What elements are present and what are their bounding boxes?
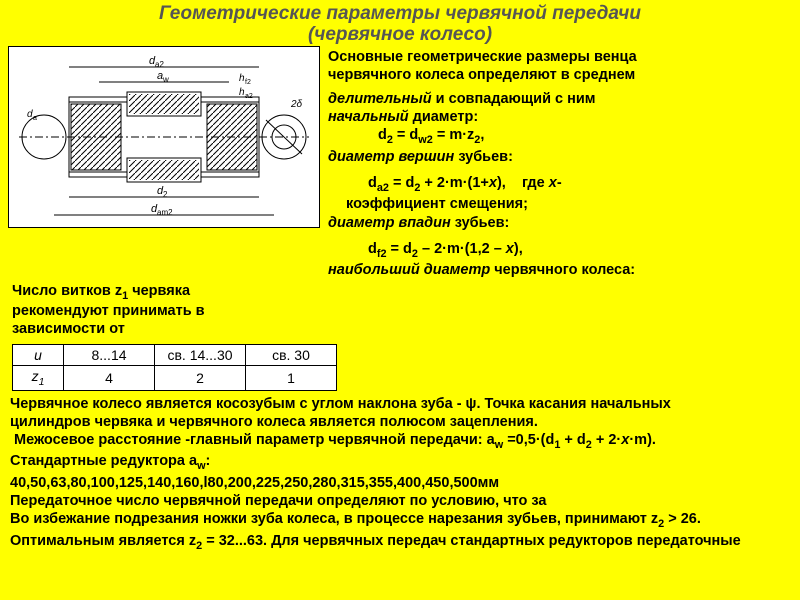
bl6: Передаточное число червячной передачи оп… [10,492,790,510]
td: 2 [155,365,246,390]
top-row: da2 aw hf2 ha2 d2 dam2 2δ da Основные ге… [0,46,800,279]
title-line2: (червячное колесо) [308,24,492,45]
table-row: u 8...14 св. 14...30 св. 30 [13,344,337,365]
svg-text:2: 2 [163,190,168,199]
r-l6b: зубьев: [458,149,513,165]
r-l3a: делительный [328,91,432,107]
r-l11b: червячного колеса: [494,262,635,278]
ml3: зависимости от [12,321,125,337]
bl5: 40,50,63,80,100,125,140,160,l80,200,225,… [10,474,790,492]
right-column: Основные геометрические размеры венца че… [328,46,792,279]
svg-text:am2: am2 [157,208,173,217]
td: св. 30 [246,344,337,365]
r-l6a: диаметр вершин [328,149,458,165]
r-l4a: начальный [328,109,409,125]
bl1: Червячное колесо является косозубым с уг… [10,395,790,413]
r-l4b: диаметр: [409,109,479,125]
diagram-svg: da2 aw hf2 ha2 d2 dam2 2δ da [9,47,319,227]
r-l8: коэффициент смещения; [328,195,792,213]
svg-text:a: a [33,115,37,122]
worm-wheel-diagram: da2 aw hf2 ha2 d2 dam2 2δ da [8,46,320,228]
svg-text:f2: f2 [245,79,251,86]
ml2: рекомендуют принимать в [12,303,205,319]
svg-text:a2: a2 [245,93,253,100]
bl2: цилиндров червяка и червячного колеса яв… [10,413,790,431]
th-z1: z1 [13,365,64,390]
title-line1: Геометрические параметры червячной перед… [159,3,641,24]
th-u: u [13,344,64,365]
svg-text:2δ: 2δ [290,99,303,110]
td: св. 14...30 [155,344,246,365]
u-z1-table: u 8...14 св. 14...30 св. 30 z1 4 2 1 [12,344,337,391]
mid-row: Число витков z1 червяка рекомендуют прин… [0,279,800,391]
r-l9b: зубьев: [455,215,510,231]
z1-note: Число витков z1 червяка рекомендуют прин… [0,279,330,338]
bl3: Межосевое расстояние -главный параметр ч… [10,431,790,452]
svg-text:a2: a2 [155,60,164,69]
r-l1: Основные геометрические размеры венца [328,49,637,65]
bottom-text: Червячное колесо является косозубым с уг… [0,391,800,553]
r-l2: червячного колеса определяют в среднем [328,67,635,83]
r-l3b: и совпадающий с ним [432,91,596,107]
r-l9a: диаметр впадин [328,215,455,231]
bl4: Стандартные редуктора aw: [10,452,790,473]
td: 4 [64,365,155,390]
table-row: z1 4 2 1 [13,365,337,390]
ml1: Число витков z1 червяка [12,283,190,299]
page-title: Геометрические параметры червячной перед… [0,0,800,46]
td: 1 [246,365,337,390]
r-l11a: наибольший диаметр [328,262,494,278]
bl7: Во избежание подрезания ножки зуба колес… [10,510,790,553]
svg-text:w: w [162,75,169,84]
td: 8...14 [64,344,155,365]
